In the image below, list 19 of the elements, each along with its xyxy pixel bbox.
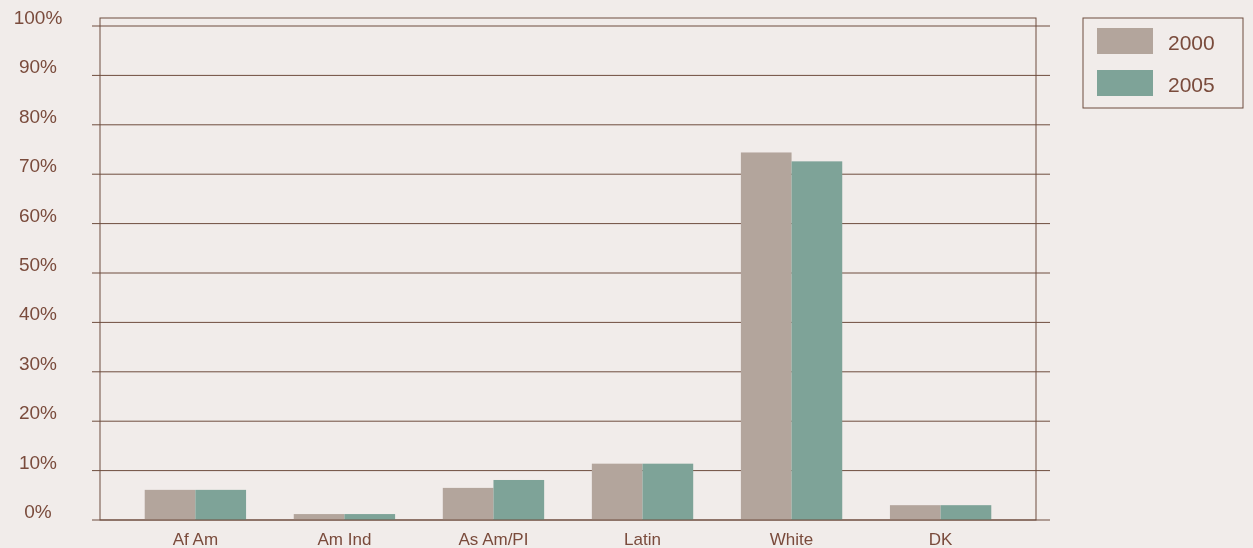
x-tick-label: DK [928, 530, 954, 548]
y-tick-label: 0% [24, 501, 52, 522]
y-tick-label: 60% [18, 204, 58, 226]
y-tick-label: 20% [18, 402, 58, 424]
legend-label: 2005 [1168, 73, 1215, 96]
y-tick-label: 100% [13, 7, 63, 28]
y-tick-label: 30% [18, 352, 58, 374]
y-tick-label: 10% [18, 451, 58, 473]
y-tick-label: 50% [18, 254, 58, 275]
x-tick-label: As Am/PI [458, 530, 529, 548]
x-tick-label: Latin [624, 530, 661, 548]
x-tick-label: Af Am [172, 530, 219, 548]
x-tick-label: White [769, 530, 814, 548]
y-tick-label: 90% [18, 56, 58, 78]
y-tick-label: 80% [18, 105, 58, 127]
y-tick-label: 40% [18, 303, 58, 325]
y-tick-label: 70% [18, 155, 58, 177]
legend-label: 2000 [1168, 31, 1215, 54]
x-tick-label: Am Ind [317, 530, 372, 548]
